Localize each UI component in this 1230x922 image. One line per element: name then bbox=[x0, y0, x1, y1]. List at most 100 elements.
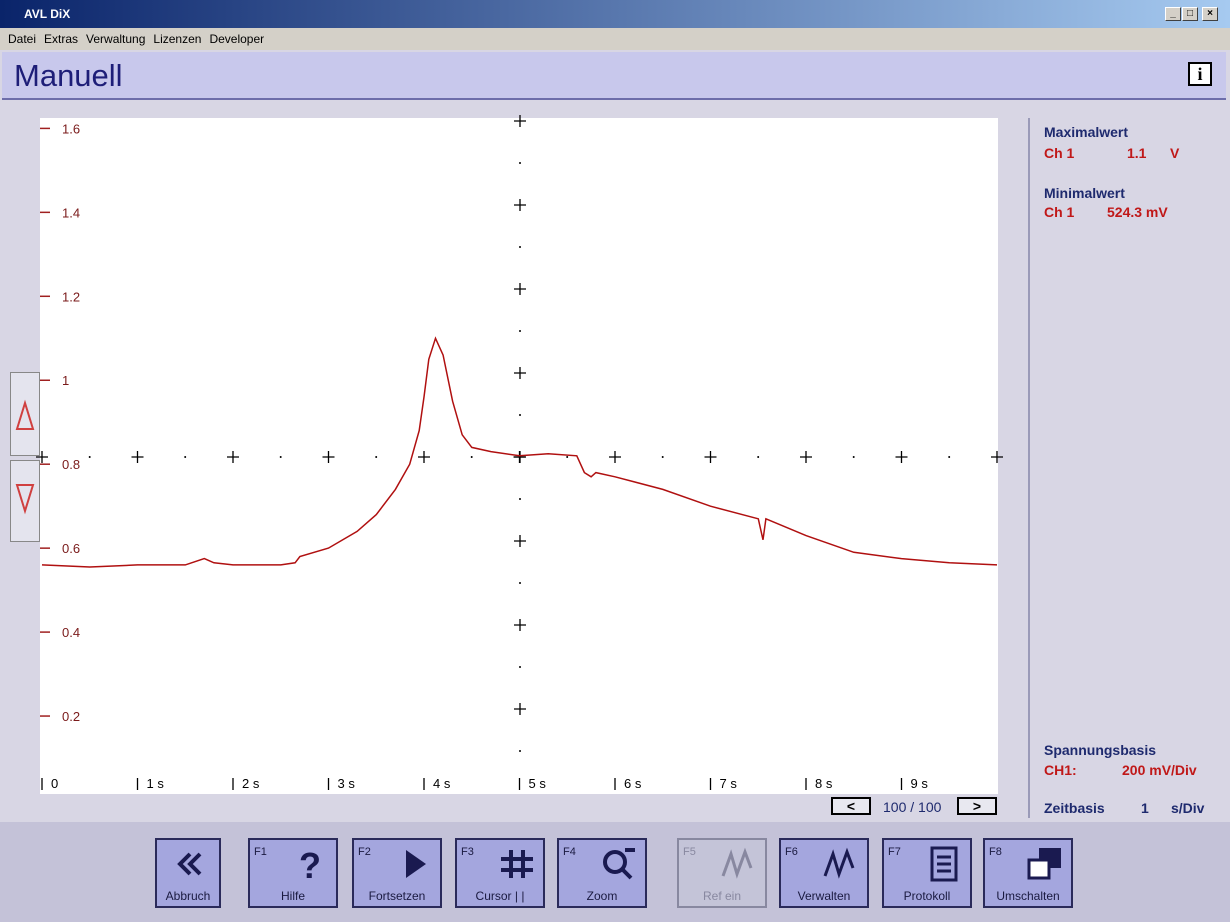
separator bbox=[1028, 118, 1030, 818]
menu-item[interactable]: Developer bbox=[209, 32, 265, 46]
grid-dot bbox=[948, 456, 951, 458]
grid-dot bbox=[279, 456, 282, 458]
x-tick-label: 1 s bbox=[147, 776, 165, 791]
toolbar-button[interactable]: F1? Hilfe bbox=[248, 838, 338, 908]
grid-dot bbox=[519, 414, 521, 416]
x-tick-label: 2 s bbox=[242, 776, 260, 791]
y-tick-label: 0.8 bbox=[62, 457, 80, 472]
svg-text:?: ? bbox=[299, 846, 321, 882]
button-icon bbox=[501, 850, 533, 878]
grid-cross bbox=[609, 451, 621, 463]
window-title: AVL DiX bbox=[24, 7, 71, 21]
button-key: F3 bbox=[461, 846, 474, 858]
y-tick-label: 1 bbox=[62, 373, 69, 388]
grid-dot bbox=[375, 456, 378, 458]
min-channel: Ch 1 bbox=[1044, 204, 1075, 220]
x-tick-label: 8 s bbox=[815, 776, 833, 791]
grid-cross bbox=[36, 451, 48, 463]
toolbar-button[interactable]: F7 Protokoll bbox=[882, 838, 972, 908]
x-tick-label: 5 s bbox=[529, 776, 547, 791]
grid-dot bbox=[88, 456, 91, 458]
minimize[interactable]: _ bbox=[1165, 7, 1181, 21]
button-key: F4 bbox=[563, 846, 576, 858]
info-button[interactable]: i bbox=[1188, 62, 1212, 86]
x-tick-label: 9 s bbox=[911, 776, 929, 791]
toolbar-button[interactable]: F8 Umschalten bbox=[983, 838, 1073, 908]
button-label: Protokoll bbox=[903, 889, 951, 903]
page-title: Manuell bbox=[14, 58, 123, 93]
toolbar-button[interactable]: F4 Zoom bbox=[557, 838, 647, 908]
grid-cross bbox=[514, 619, 526, 631]
button-icon bbox=[177, 852, 202, 876]
grid-dot bbox=[519, 582, 521, 584]
y-tick-label: 1.4 bbox=[62, 205, 80, 220]
max-unit: V bbox=[1170, 145, 1180, 161]
y-tick-label: 0.4 bbox=[62, 625, 80, 640]
button-label: Umschalten bbox=[996, 889, 1060, 903]
grid-dot bbox=[519, 498, 521, 500]
grid-dot bbox=[519, 246, 521, 248]
button-label: Cursor | | bbox=[475, 889, 525, 903]
button-key: F7 bbox=[888, 846, 901, 858]
grid-cross bbox=[991, 451, 1003, 463]
grid-cross bbox=[514, 367, 526, 379]
chart: 0.2 0.4 0.6 0.8 1 1.2 1.4 1.6 0 1 s 2 s 3 s 4 s 5 s 6 … bbox=[36, 115, 1003, 794]
menu-bar: Datei Extras Verwaltung Lizenzen Developer bbox=[0, 28, 1230, 50]
voltage-channel: CH1: bbox=[1044, 762, 1077, 778]
scale-down[interactable] bbox=[10, 460, 40, 542]
prev-page[interactable]: < bbox=[831, 797, 871, 815]
x-tick-label: 3 s bbox=[338, 776, 356, 791]
grid-cross bbox=[418, 451, 430, 463]
button-icon bbox=[406, 850, 426, 878]
button-icon bbox=[930, 846, 958, 882]
grid-dot bbox=[519, 162, 521, 164]
toolbar-button[interactable]: F2 Fortsetzen bbox=[352, 838, 442, 908]
button-key: F6 bbox=[785, 846, 798, 858]
button-icon bbox=[1027, 848, 1061, 880]
grid-cross bbox=[895, 451, 908, 463]
toolbar-button[interactable]: F6 Verwalten bbox=[779, 838, 869, 908]
button-label: Verwalten bbox=[797, 889, 851, 903]
close[interactable]: × bbox=[1202, 7, 1218, 21]
next-page[interactable]: > bbox=[957, 797, 997, 815]
voltage-title: Spannungsbasis bbox=[1044, 742, 1157, 758]
grid-cross bbox=[800, 451, 812, 463]
toolbar-button[interactable]: F3 Cursor | | bbox=[455, 838, 545, 908]
grid-cross bbox=[514, 535, 526, 547]
button-key: F1 bbox=[254, 846, 267, 858]
button-label: Fortsetzen bbox=[368, 889, 426, 903]
grid-cross bbox=[131, 451, 144, 463]
min-value: 524.3 mV bbox=[1107, 204, 1168, 220]
grid-dot bbox=[519, 330, 521, 332]
menu-item[interactable]: Extras bbox=[44, 32, 79, 46]
menu-item[interactable]: Lizenzen bbox=[153, 32, 202, 46]
menu-item[interactable]: Datei bbox=[8, 32, 37, 46]
button-label: Hilfe bbox=[280, 889, 305, 903]
grid-dot bbox=[519, 666, 521, 668]
button-icon bbox=[721, 847, 753, 879]
grid-dot bbox=[519, 750, 521, 752]
scale-up[interactable] bbox=[10, 372, 40, 456]
min-title: Minimalwert bbox=[1044, 185, 1125, 201]
maximize[interactable]: □ bbox=[1182, 7, 1198, 21]
button-label: Ref ein bbox=[702, 889, 742, 903]
page-counter: 100 / 100 bbox=[883, 799, 942, 815]
grid-cross bbox=[514, 199, 526, 211]
header: Manuell i bbox=[2, 52, 1226, 100]
button-label: Abbruch bbox=[165, 889, 211, 903]
max-title: Maximalwert bbox=[1044, 124, 1129, 140]
menu-item[interactable]: Verwaltung bbox=[86, 32, 146, 46]
toolbar-button[interactable]: Abbruch bbox=[155, 838, 221, 908]
button-key: F2 bbox=[358, 846, 371, 858]
grid-dot bbox=[661, 456, 664, 458]
grid-dot bbox=[852, 456, 855, 458]
toolbar-button: F5 Ref ein bbox=[677, 838, 767, 908]
y-tick-label: 1.2 bbox=[62, 289, 80, 304]
grid-dot bbox=[184, 456, 187, 458]
grid-cross bbox=[227, 451, 239, 463]
grid-cross bbox=[514, 283, 526, 295]
grid-dot bbox=[757, 456, 760, 458]
grid-cross bbox=[514, 451, 526, 463]
button-icon: ? bbox=[299, 846, 321, 882]
